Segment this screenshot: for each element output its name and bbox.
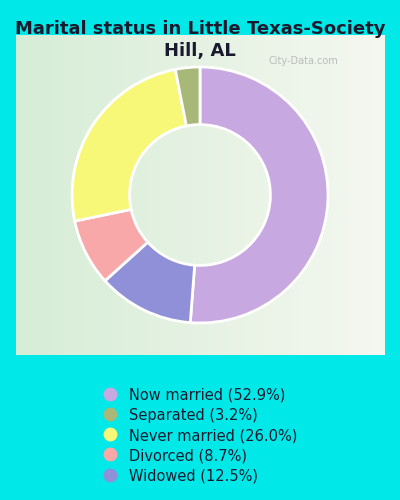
Legend: Now married (52.9%), Separated (3.2%), Never married (26.0%), Divorced (8.7%), W: Now married (52.9%), Separated (3.2%), N… <box>98 384 302 488</box>
Text: City-Data.com: City-Data.com <box>268 56 338 66</box>
Wedge shape <box>190 67 328 323</box>
Wedge shape <box>105 242 195 322</box>
Text: Marital status in Little Texas-Society
Hill, AL: Marital status in Little Texas-Society H… <box>15 20 385 60</box>
Wedge shape <box>175 67 200 126</box>
Wedge shape <box>72 70 186 221</box>
Wedge shape <box>75 210 148 281</box>
